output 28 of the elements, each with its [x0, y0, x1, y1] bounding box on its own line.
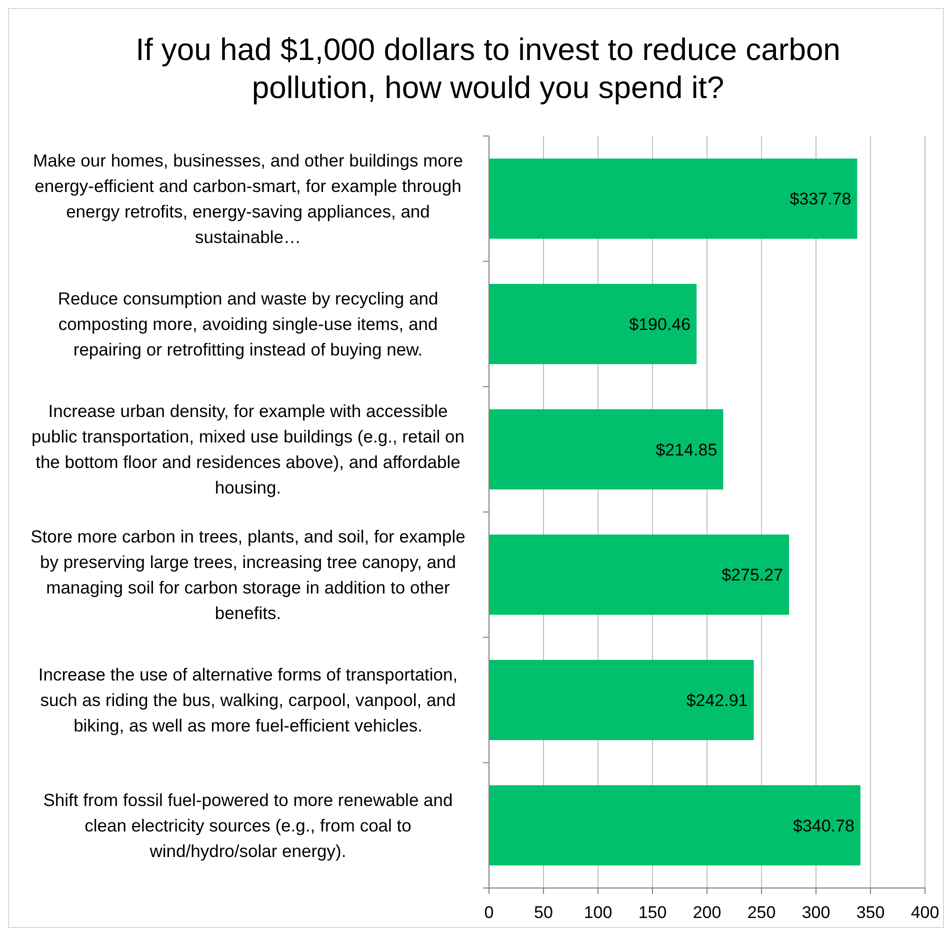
bar — [489, 534, 790, 615]
y-tick-label: Shift from fossil fuel-powered to more renewable and clean electricity sources (e.g., from coal to wind/hydro/solar energy). — [43, 790, 453, 861]
x-tick-label: 200 — [692, 903, 722, 922]
y-tick-label: Reduce consumption and waste by recycling and composting more, avoiding single-use items, and repairing or retrofitting instead of buying new. — [58, 288, 438, 360]
chart-title: If you had $1,000 dollars to invest to reduce carbon pollution, how would you spend it? — [136, 32, 840, 105]
x-tick-label: 0 — [484, 903, 494, 922]
x-tick-label: 300 — [802, 903, 830, 922]
data-label: $275.27 — [722, 566, 784, 585]
bar — [489, 284, 697, 364]
bar — [489, 409, 724, 490]
bar — [489, 158, 858, 239]
y-tick-label: Make our homes, businesses, and other buildings more energy-efficient and carbon-smart, for example through energy retrofits, energy-saving appliances, and sustainable… — [33, 150, 463, 248]
x-tick-label: 150 — [638, 903, 667, 922]
x-tick-label: 100 — [584, 903, 612, 922]
data-label: $340.78 — [792, 816, 854, 836]
y-tick-label: Increase the use of alternative forms of transportation, such as riding the bus, walking, carpool, vanpool, and biking, as well as more fuel-efficient vehicles. — [38, 664, 458, 736]
x-tick-label: 350 — [856, 903, 885, 922]
data-label: $242.91 — [686, 690, 748, 710]
data-label: $214.85 — [656, 440, 718, 460]
x-tick-label: 250 — [747, 903, 776, 922]
data-label: $337.78 — [790, 190, 852, 209]
x-tick-label: 400 — [910, 903, 940, 922]
data-label: $190.46 — [629, 314, 691, 334]
x-tick-label: 50 — [534, 903, 553, 922]
bar — [489, 785, 860, 866]
y-tick-label: Increase urban density, for example with accessible public transportation, mixed use buildings (e.g., retail on the bottom floor and residences above), and affordable housing. — [32, 401, 464, 498]
y-tick-label: Store more carbon in trees, plants, and soil, for example by preserving large trees, increasing tree canopy, and managing soil for carbon storage in addition to other benefits. — [30, 526, 466, 624]
bar — [489, 660, 754, 740]
